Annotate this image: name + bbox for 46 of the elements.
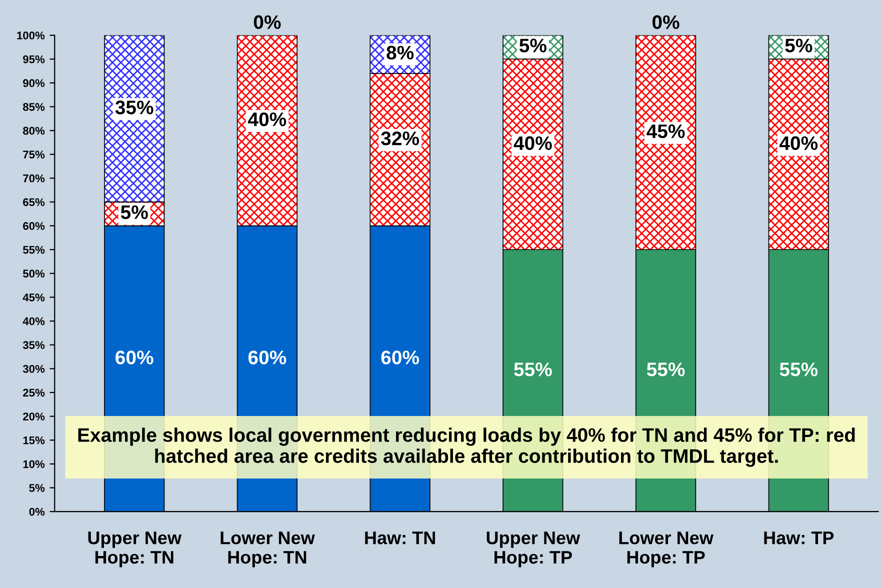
- x-tick-label: Haw: TP: [764, 532, 834, 544]
- data-label: 32%: [381, 132, 420, 146]
- data-label: 40%: [514, 136, 552, 150]
- x-tick-label: Haw: TN: [365, 532, 435, 544]
- y-tick-label: 95%: [23, 55, 45, 64]
- data-label: 45%: [646, 124, 685, 138]
- data-label: 60%: [116, 350, 154, 364]
- data-label: 40%: [248, 112, 286, 126]
- data-label: 55%: [514, 362, 552, 376]
- y-tick-label: 55%: [23, 246, 45, 254]
- x-tick-label: Upper New Hope: TP: [486, 532, 580, 568]
- y-tick-label: 80%: [23, 126, 45, 135]
- y-tick-label: 15%: [23, 436, 45, 444]
- data-label: 55%: [646, 362, 685, 376]
- y-tick-label: 20%: [23, 412, 45, 420]
- y-tick-label: 75%: [23, 150, 45, 158]
- x-tick-label: Upper New Hope: TN: [88, 532, 182, 568]
- data-label: 8%: [386, 46, 414, 60]
- y-tick-label: 70%: [23, 174, 45, 182]
- annotation: Example shows local government reducing loads by 40% for TN and 45% for TP: red hatched area are credits available after contribution to TMDL target.: [78, 428, 855, 467]
- data-label: 60%: [381, 350, 420, 364]
- y-tick-label: 85%: [23, 102, 45, 111]
- y-tick-label: 45%: [22, 294, 45, 302]
- data-label: 5%: [120, 205, 148, 220]
- y-tick-label: 65%: [23, 198, 45, 206]
- y-tick-label: 40%: [22, 317, 45, 326]
- data-label: 5%: [785, 38, 812, 52]
- data-label: 60%: [248, 350, 286, 364]
- y-tick-label: 35%: [22, 341, 45, 350]
- data-label: 0%: [652, 15, 680, 30]
- y-tick-label: 0%: [29, 508, 45, 516]
- data-label: 5%: [519, 38, 546, 52]
- y-tick-label: 90%: [23, 79, 45, 88]
- y-tick-label: 30%: [22, 364, 45, 373]
- x-tick-label: Lower New Hope: TN: [220, 532, 315, 568]
- data-label: 40%: [779, 136, 818, 150]
- x-tick-label: Lower New Hope: TP: [619, 532, 714, 568]
- y-tick-label: 5%: [29, 484, 45, 492]
- y-tick-label: 60%: [23, 222, 45, 230]
- y-tick-label: 50%: [23, 270, 45, 278]
- data-label: 35%: [115, 100, 154, 114]
- y-tick-label: 10%: [23, 460, 45, 468]
- data-label: 0%: [254, 15, 281, 30]
- y-tick-label: 100%: [17, 32, 45, 40]
- y-tick-label: 25%: [23, 388, 45, 397]
- data-label: 55%: [780, 362, 818, 376]
